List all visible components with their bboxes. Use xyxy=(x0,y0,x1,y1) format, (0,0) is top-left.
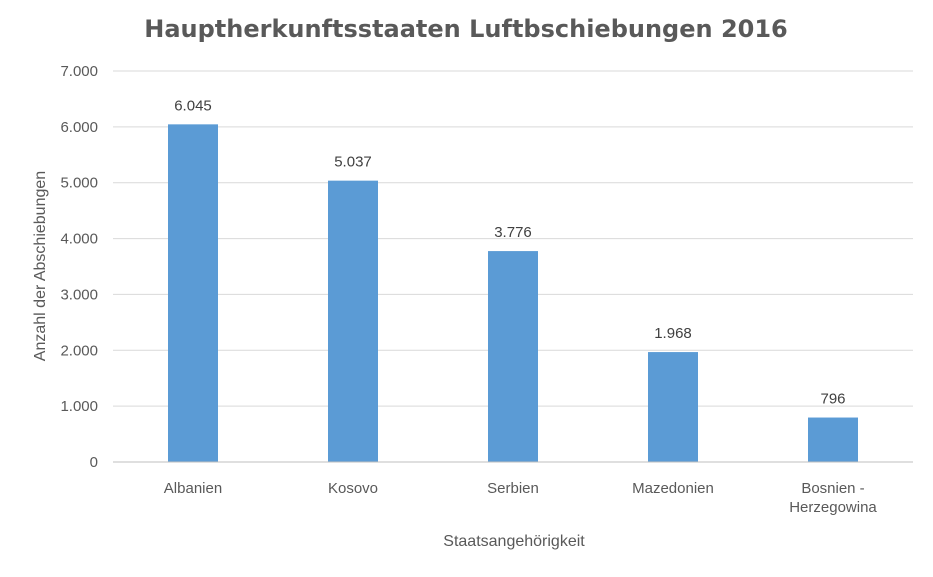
data-label: 6.045 xyxy=(174,97,212,114)
bars xyxy=(168,124,858,463)
y-axis-title: Anzahl der Abschiebungen xyxy=(32,171,49,361)
y-tick-label: 5.000 xyxy=(60,175,98,192)
x-tick-label: Bosnien - xyxy=(801,480,864,497)
data-label: 3.776 xyxy=(494,224,532,241)
data-label: 796 xyxy=(820,391,845,408)
bar xyxy=(648,352,698,462)
bar xyxy=(488,251,538,462)
y-tick-label: 3.000 xyxy=(60,286,98,303)
y-tick-label: 2.000 xyxy=(60,342,98,359)
x-axis-ticks: Albanien Kosovo Serbien Mazedonien Bosnien -… xyxy=(164,480,878,516)
y-tick-label: 7.000 xyxy=(60,63,98,80)
x-tick-label: Albanien xyxy=(164,480,222,497)
x-tick-label: Kosovo xyxy=(328,480,378,497)
x-axis-title: Staatsangehörigkeit xyxy=(443,533,585,550)
data-labels: 6.045 5.037 3.776 1.968 796 xyxy=(174,97,845,407)
y-tick-label: 0 xyxy=(90,454,98,471)
data-label: 1.968 xyxy=(654,325,692,342)
x-tick-label: Herzegowina xyxy=(789,499,877,516)
y-axis-ticks: 0 1.000 2.000 3.000 4.000 5.000 6.000 7.000 xyxy=(60,63,98,471)
y-tick-label: 4.000 xyxy=(60,231,98,248)
x-tick-label: Serbien xyxy=(487,480,539,497)
bar xyxy=(808,417,858,462)
data-label: 5.037 xyxy=(334,154,372,171)
x-tick-label: Mazedonien xyxy=(632,480,714,497)
bar xyxy=(328,180,378,462)
y-tick-label: 6.000 xyxy=(60,119,98,136)
chart-title: Hauptherkunftsstaaten Luftbschiebungen 2… xyxy=(144,15,788,43)
bar xyxy=(168,124,218,463)
y-tick-label: 1.000 xyxy=(60,398,98,415)
